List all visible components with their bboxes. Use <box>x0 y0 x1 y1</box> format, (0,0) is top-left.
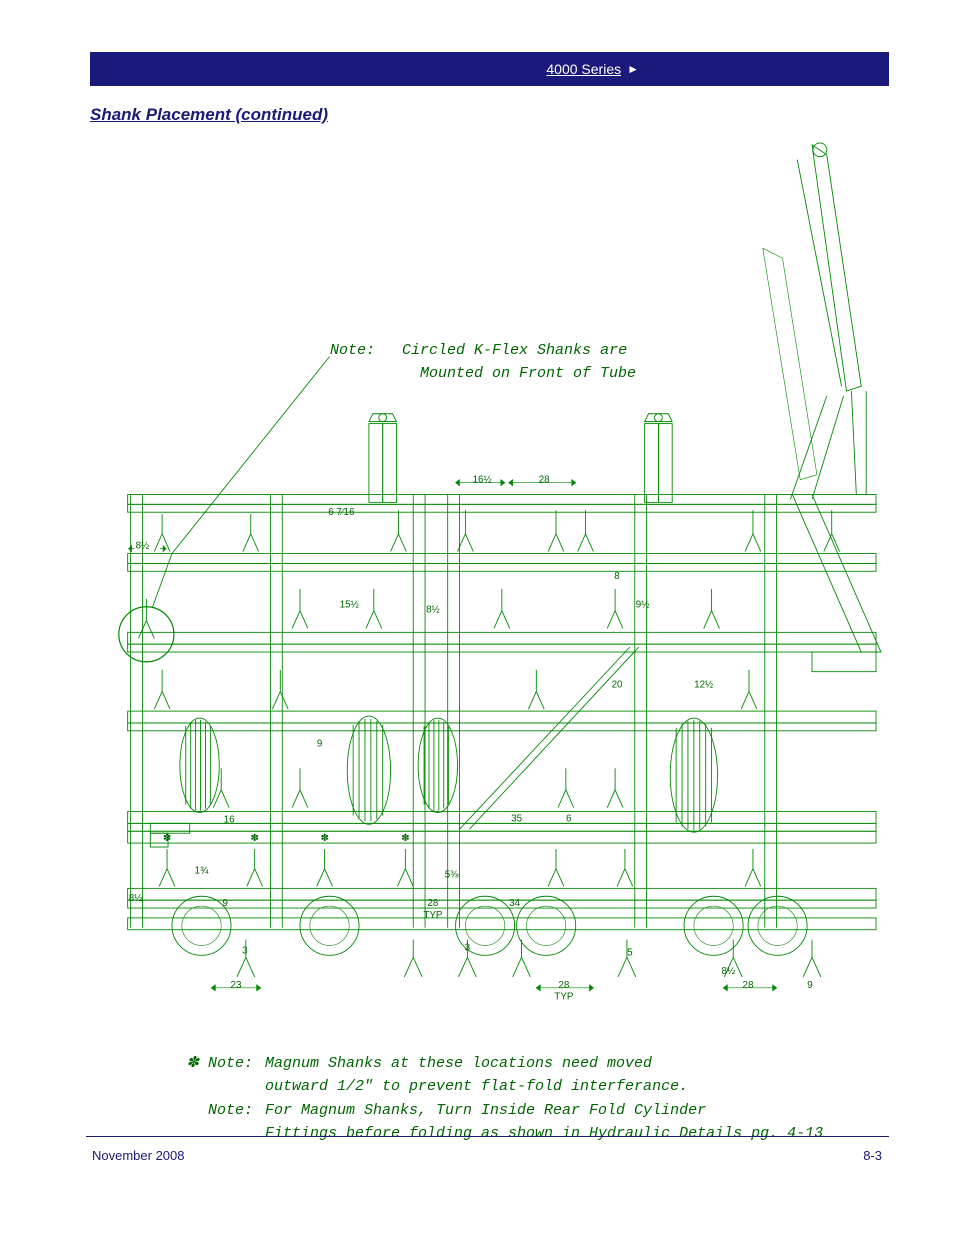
dimension-label: 8½ <box>721 966 735 977</box>
dimension-label: 15½ <box>340 600 359 611</box>
dimension-label: 8 <box>614 571 620 582</box>
dimension-label: 1¾ <box>195 866 209 877</box>
dimension-label: 9 <box>222 898 227 909</box>
dimension-label: 9½ <box>636 600 650 611</box>
dimension-label: 8½ <box>426 605 440 616</box>
engineering-diagram: 8½6 7⁄1616½2815½8½89½2012½9163568½1¾95⅜2… <box>90 140 894 1105</box>
dimension-label: 9 <box>807 980 812 991</box>
dimension-label: 34 <box>509 898 520 909</box>
dimension-label: 28 <box>743 980 754 991</box>
bottom-notes: ✽ Note: Magnum Shanks at these locations… <box>175 1052 874 1145</box>
subheading: Shank Placement (continued) <box>90 105 328 125</box>
dimension-label: 6 7⁄16 <box>328 507 355 518</box>
dimension-label: 28 <box>539 475 550 486</box>
dimension-label: 5 <box>627 947 633 958</box>
note-body: For Magnum Shanks, Turn Inside Rear Fold… <box>265 1099 874 1146</box>
note-line: Fittings before folding as shown in Hydr… <box>265 1125 823 1142</box>
asterisk-icon: ✽ <box>320 833 328 844</box>
note-row: ✽ Note: Magnum Shanks at these locations… <box>175 1052 874 1099</box>
note-marker: Note: <box>175 1099 265 1146</box>
dimension-label: 3 <box>242 945 248 956</box>
dimension-label: 23 <box>231 980 242 991</box>
dimension-label: 9 <box>317 739 322 750</box>
header-bar: 4000 Series ► <box>90 52 889 86</box>
dimension-label: 12½ <box>694 679 713 690</box>
note-marker: ✽ Note: <box>175 1052 265 1099</box>
dimension-label: 20 <box>612 679 623 690</box>
dimension-label: 5⅜ <box>445 870 459 881</box>
header-link[interactable]: 4000 Series <box>546 61 621 77</box>
footer-page: 8-3 <box>863 1148 882 1163</box>
dimension-label: 28 <box>558 980 569 991</box>
footer-rule <box>86 1136 889 1137</box>
footer-date: November 2008 <box>92 1148 185 1163</box>
dimension-label: 35 <box>511 813 522 824</box>
asterisk-icon: ✽ <box>163 833 171 844</box>
dimension-label: 6 <box>566 813 572 824</box>
dimension-label: TYP <box>423 910 443 921</box>
header-arrow-icon: ► <box>627 62 639 76</box>
dimension-label: 16½ <box>473 475 492 486</box>
dimension-label: 16 <box>224 814 235 825</box>
asterisk-markers: ✽ ✽ ✽ ✽ <box>163 833 410 844</box>
note-line: For Magnum Shanks, Turn Inside Rear Fold… <box>265 1102 706 1119</box>
dimension-label: TYP <box>554 992 574 1003</box>
note-line: outward 1/2" to prevent flat-fold interf… <box>265 1078 688 1095</box>
note-line: Magnum Shanks at these locations need mo… <box>265 1055 652 1072</box>
note-row: Note: For Magnum Shanks, Turn Inside Rea… <box>175 1099 874 1146</box>
dimension-label: 8½ <box>136 541 150 552</box>
dimension-label: 3 <box>465 942 471 953</box>
dimension-label: 8½ <box>129 893 143 904</box>
note-body: Magnum Shanks at these locations need mo… <box>265 1052 874 1099</box>
diagram-container: 8½6 7⁄1616½2815½8½89½2012½9163568½1¾95⅜2… <box>90 140 894 1105</box>
dimension-label: 28 <box>427 898 438 909</box>
asterisk-icon: ✽ <box>401 833 409 844</box>
asterisk-icon: ✽ <box>251 833 259 844</box>
